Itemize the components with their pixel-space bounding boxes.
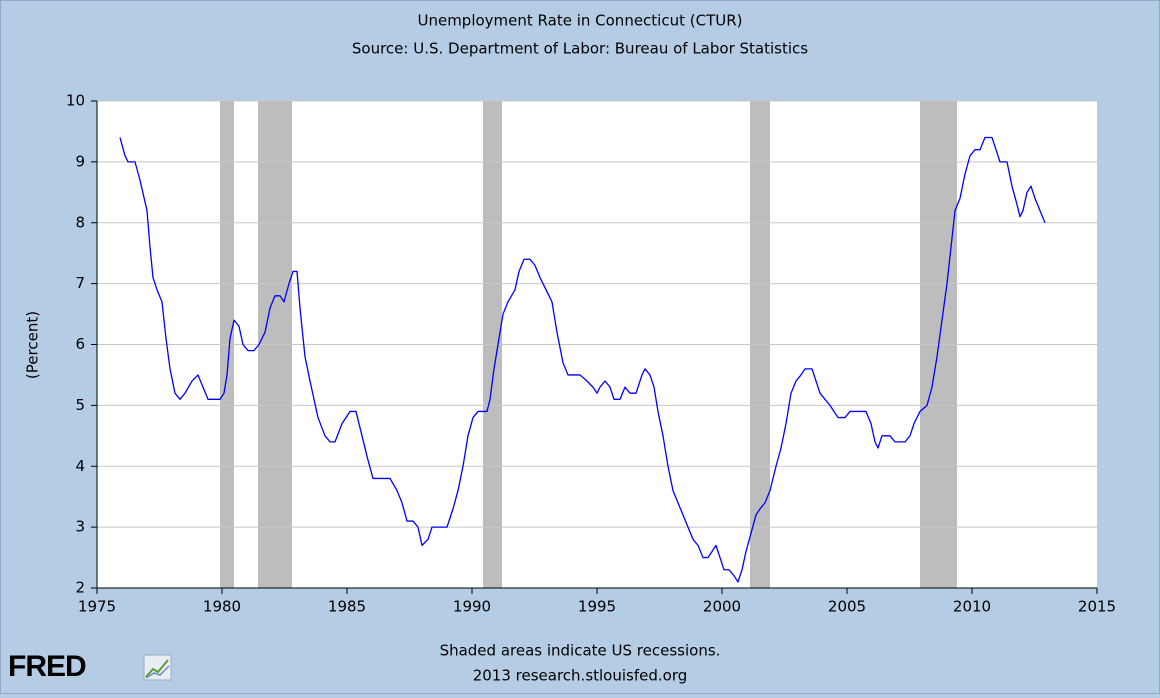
x-tick-label: 1995 bbox=[578, 598, 616, 616]
y-tick-label: 7 bbox=[75, 274, 85, 292]
x-tick-label: 2005 bbox=[828, 598, 866, 616]
x-tick-label: 1985 bbox=[328, 598, 366, 616]
y-tick-label: 5 bbox=[75, 396, 85, 414]
x-tick-label: 1975 bbox=[78, 598, 116, 616]
data-line bbox=[119, 136, 1046, 583]
y-tick-label: 6 bbox=[75, 335, 85, 353]
x-tick-label: 1990 bbox=[453, 598, 491, 616]
y-axis-label: (Percent) bbox=[24, 311, 42, 379]
x-tick-label: 2010 bbox=[953, 598, 991, 616]
logo-icon bbox=[143, 654, 172, 681]
y-tick-label: 2 bbox=[75, 579, 85, 597]
chart-title: Unemployment Rate in Connecticut (CTUR) bbox=[417, 12, 742, 30]
y-tick-label: 8 bbox=[75, 213, 85, 231]
y-tick-label: 9 bbox=[75, 152, 85, 170]
logo: FRED bbox=[8, 650, 86, 683]
chart-subtitle: Source: U.S. Department of Labor: Bureau… bbox=[352, 40, 808, 58]
note: 2013 research.stlouisfed.org bbox=[473, 667, 688, 685]
x-tick-label: 1980 bbox=[203, 598, 241, 616]
y-tick-label: 10 bbox=[66, 92, 85, 110]
y-tick-label: 4 bbox=[75, 457, 85, 475]
x-tick-label: 2000 bbox=[703, 598, 741, 616]
x-tick-label: 2015 bbox=[1078, 598, 1116, 616]
y-tick-label: 3 bbox=[75, 518, 85, 536]
note: Shaded areas indicate US recessions. bbox=[440, 642, 721, 660]
